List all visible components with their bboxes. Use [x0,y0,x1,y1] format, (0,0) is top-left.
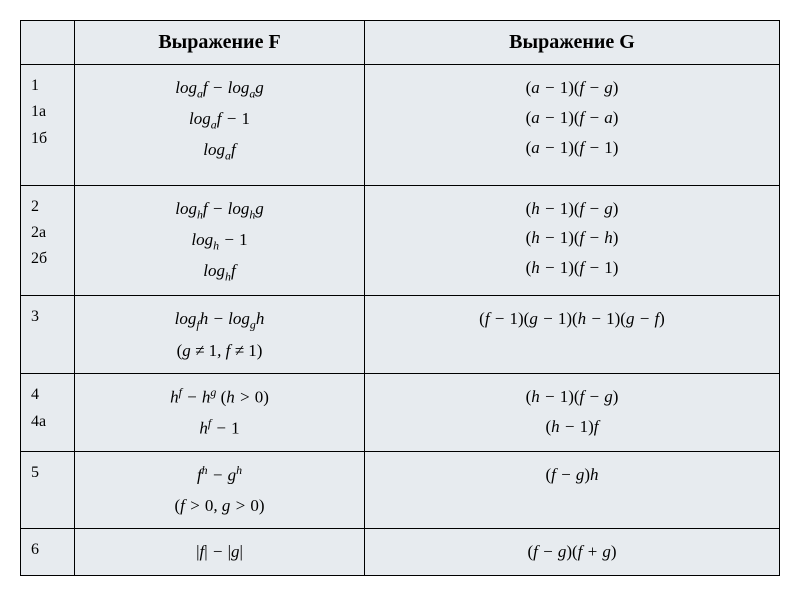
math-expr: (h − 1)(f − h) [375,223,769,253]
header-expression-g: Выражение G [365,21,780,65]
table-header-row: Выражение F Выражение G [21,21,780,65]
cell-f-2: loghf − loghg logh − 1 loghf [75,185,365,296]
header-expression-f: Выражение F [75,21,365,65]
header-blank [21,21,75,65]
math-expr: (a − 1)(f − g) [375,73,769,103]
math-expr: (f − 1)(g − 1)(h − 1)(g − f) [375,304,769,334]
table-row: 3 logfh − loggh (g ≠ 1, f ≠ 1) (f − 1)(g… [21,296,780,374]
row-label: 5 [31,460,64,486]
math-expr: (h − 1)f [375,412,769,442]
cell-g-1: (a − 1)(f − g) (a − 1)(f − a) (a − 1)(f … [365,65,780,186]
math-reference-table: Выражение F Выражение G 1 1а 1б logaf − … [20,20,780,576]
cell-g-3: (f − 1)(g − 1)(h − 1)(g − f) [365,296,780,374]
row-labels-3: 3 [21,296,75,374]
cell-f-6: |f| − |g| [75,529,365,576]
row-label: 6 [31,537,64,563]
math-expr: (a − 1)(f − 1) [375,133,769,163]
row-label: 1б [31,126,64,152]
row-label: 3 [31,304,64,330]
math-expr: (f − g)(f + g) [375,537,769,567]
cell-f-4: hf − hg (h > 0) hf − 1 [75,374,365,452]
row-labels-2: 2 2а 2б [21,185,75,296]
row-label: 1 [31,73,64,99]
math-expr: logfh − loggh [85,304,354,335]
math-expr: hf − 1 [85,413,354,443]
math-expr: loghf − loghg [85,194,354,225]
table-row: 4 4а hf − hg (h > 0) hf − 1 (h − 1)(f − … [21,374,780,452]
math-expr: (f − g)h [375,460,769,490]
math-expr: (g ≠ 1, f ≠ 1) [85,336,354,366]
row-labels-1: 1 1а 1б [21,65,75,186]
row-label: 4 [31,382,64,408]
row-label: 2а [31,220,64,246]
cell-f-1: logaf − logag logaf − 1 logaf [75,65,365,186]
row-label: 2 [31,194,64,220]
cell-g-2: (h − 1)(f − g) (h − 1)(f − h) (h − 1)(f … [365,185,780,296]
math-expr: logaf [85,135,354,166]
cell-g-6: (f − g)(f + g) [365,529,780,576]
row-labels-4: 4 4а [21,374,75,452]
math-expr: logh − 1 [85,225,354,256]
row-label: 4а [31,409,64,435]
math-expr: hf − hg (h > 0) [85,382,354,412]
table-row: 1 1а 1б logaf − logag logaf − 1 logaf (a… [21,65,780,186]
row-labels-6: 6 [21,529,75,576]
table-row: 6 |f| − |g| (f − g)(f + g) [21,529,780,576]
table-row: 5 fh − gh (f > 0, g > 0) (f − g)h [21,452,780,529]
math-expr: |f| − |g| [85,537,354,567]
math-expr: fh − gh [85,460,354,490]
row-label: 2б [31,246,64,272]
cell-g-4: (h − 1)(f − g) (h − 1)f [365,374,780,452]
row-labels-5: 5 [21,452,75,529]
math-expr: logaf − 1 [85,104,354,135]
math-expr: loghf [85,256,354,287]
cell-f-3: logfh − loggh (g ≠ 1, f ≠ 1) [75,296,365,374]
table-row: 2 2а 2б loghf − loghg logh − 1 loghf (h … [21,185,780,296]
math-expr: logaf − logag [85,73,354,104]
cell-f-5: fh − gh (f > 0, g > 0) [75,452,365,529]
math-expr: (h − 1)(f − g) [375,382,769,412]
math-expr: (f > 0, g > 0) [85,491,354,521]
math-expr: (h − 1)(f − g) [375,194,769,224]
cell-g-5: (f − g)h [365,452,780,529]
math-expr: (h − 1)(f − 1) [375,253,769,283]
math-expr: (a − 1)(f − a) [375,103,769,133]
row-label: 1а [31,99,64,125]
